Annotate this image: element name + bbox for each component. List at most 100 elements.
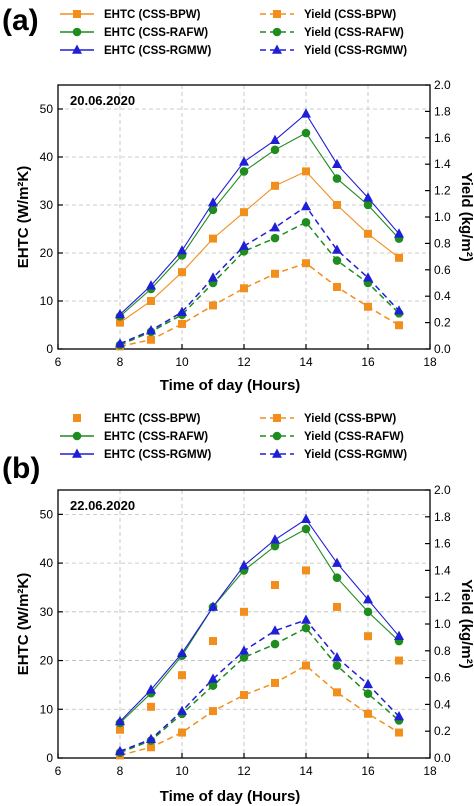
data-point xyxy=(270,145,280,155)
data-point xyxy=(270,233,280,243)
y-left-tick-label: 20 xyxy=(40,246,54,260)
data-point xyxy=(240,607,248,616)
data-point xyxy=(178,671,186,680)
x-tick-label: 16 xyxy=(361,355,375,369)
data-point xyxy=(301,200,311,211)
data-point xyxy=(363,594,373,604)
data-point xyxy=(332,557,342,567)
data-point xyxy=(302,167,310,176)
date-annotation: 22.06.2020 xyxy=(70,498,135,513)
legend-label: Yield (CSS-RAFW) xyxy=(304,431,404,443)
series-line xyxy=(119,627,400,754)
series-0 xyxy=(116,167,403,327)
y-right-tick-label: 0.0 xyxy=(434,342,451,356)
data-point xyxy=(270,625,280,635)
data-point xyxy=(115,308,125,319)
data-point xyxy=(115,338,125,348)
y-right-tick-label: 1.8 xyxy=(434,510,451,524)
series-line xyxy=(119,528,400,724)
legend: EHTC (CSS-BPW) Yield (CSS-BPW) EHTC (CSS-R… xyxy=(60,413,407,461)
y-left-tick-label: 40 xyxy=(40,556,54,570)
date-annotation: 20.06.2020 xyxy=(70,93,135,108)
y-left-tick-label: 0 xyxy=(46,751,53,765)
data-point xyxy=(270,534,280,544)
data-point xyxy=(240,208,248,217)
data-point xyxy=(301,217,311,227)
x-tick-label: 6 xyxy=(55,764,62,778)
data-point xyxy=(208,272,218,282)
data-point xyxy=(302,566,310,575)
series-4 xyxy=(115,217,404,350)
legend-marker xyxy=(72,431,82,441)
data-point xyxy=(178,728,186,737)
chart-panel-0: 6 8 10 12 14 16 18 0 10 20 30 40 50 0.0 0.2 0.4 0.6 0.8 1.… xyxy=(2,4,474,394)
legend-label: EHTC (CSS-RAFW) xyxy=(104,431,208,443)
series-line xyxy=(119,518,400,722)
legend-entry: EHTC (CSS-RGMW) xyxy=(60,44,211,57)
data-point xyxy=(364,229,372,238)
legend-label: Yield (CSS-RGMW) xyxy=(304,45,407,57)
x-tick-label: 12 xyxy=(237,764,251,778)
y-right-tick-label: 0.0 xyxy=(434,751,451,765)
data-point xyxy=(301,128,311,138)
legend-entry: Yield (CSS-RAFW) xyxy=(260,431,404,443)
y-right-tick-label: 1.4 xyxy=(434,157,451,171)
legend-label: EHTC (CSS-RAFW) xyxy=(104,27,208,39)
y-left-tick-label: 10 xyxy=(40,294,54,308)
data-point xyxy=(395,728,403,737)
data-point xyxy=(363,200,373,210)
series-3 xyxy=(116,661,403,760)
data-point xyxy=(394,305,404,315)
legend-entry: EHTC (CSS-BPW) xyxy=(60,9,201,21)
series-5 xyxy=(115,614,404,756)
y-left-tick-label: 50 xyxy=(40,102,54,116)
data-point xyxy=(364,709,372,718)
data-point xyxy=(209,707,217,716)
data-point xyxy=(332,573,342,583)
data-point xyxy=(115,715,125,726)
legend-marker xyxy=(272,431,282,441)
data-point xyxy=(270,541,280,551)
y-right-axis-title: Yield (kg/m²) xyxy=(458,172,474,261)
data-point xyxy=(209,637,217,646)
data-point xyxy=(271,581,279,590)
y-right-tick-label: 2.0 xyxy=(434,78,451,92)
legend-label: Yield (CSS-BPW) xyxy=(304,9,396,21)
y-left-tick-label: 0 xyxy=(46,342,53,356)
data-point xyxy=(394,630,404,640)
legend-marker xyxy=(272,27,282,37)
legend-entry: EHTC (CSS-RAFW) xyxy=(60,431,208,443)
data-point xyxy=(301,108,311,118)
data-point xyxy=(239,653,249,662)
data-point xyxy=(332,652,342,662)
data-point xyxy=(177,705,187,715)
y-right-tick-label: 0.8 xyxy=(434,644,451,658)
legend-label: Yield (CSS-BPW) xyxy=(304,413,396,425)
data-point xyxy=(177,647,187,658)
legend-entry: Yield (CSS-RAFW) xyxy=(260,27,404,39)
data-point xyxy=(209,301,217,310)
series-2 xyxy=(115,513,404,726)
data-point xyxy=(239,156,249,166)
x-axis-title: Time of day (Hours) xyxy=(160,788,301,805)
series-line xyxy=(119,170,400,324)
data-point xyxy=(208,601,218,611)
data-point xyxy=(147,335,155,344)
y-right-tick-label: 0.8 xyxy=(434,236,451,250)
legend-label: EHTC (CSS-RGMW) xyxy=(104,449,211,461)
series-2 xyxy=(115,108,404,319)
series-1 xyxy=(115,524,404,728)
series-line xyxy=(119,262,400,348)
data-point xyxy=(301,614,311,624)
series-line xyxy=(119,619,400,752)
data-point xyxy=(302,259,310,268)
data-point xyxy=(271,678,279,687)
data-point xyxy=(209,234,217,243)
chart-panel-1: 6 8 10 12 14 16 18 0 10 20 30 40 50 0.0 0.2 0.4 0.6 0.8 1.… xyxy=(2,413,474,805)
data-point xyxy=(146,325,156,335)
legend-entry: EHTC (CSS-RGMW) xyxy=(60,448,211,461)
data-point xyxy=(147,743,155,752)
x-tick-label: 14 xyxy=(299,764,313,778)
legend-marker xyxy=(73,10,81,18)
data-point xyxy=(395,656,403,665)
